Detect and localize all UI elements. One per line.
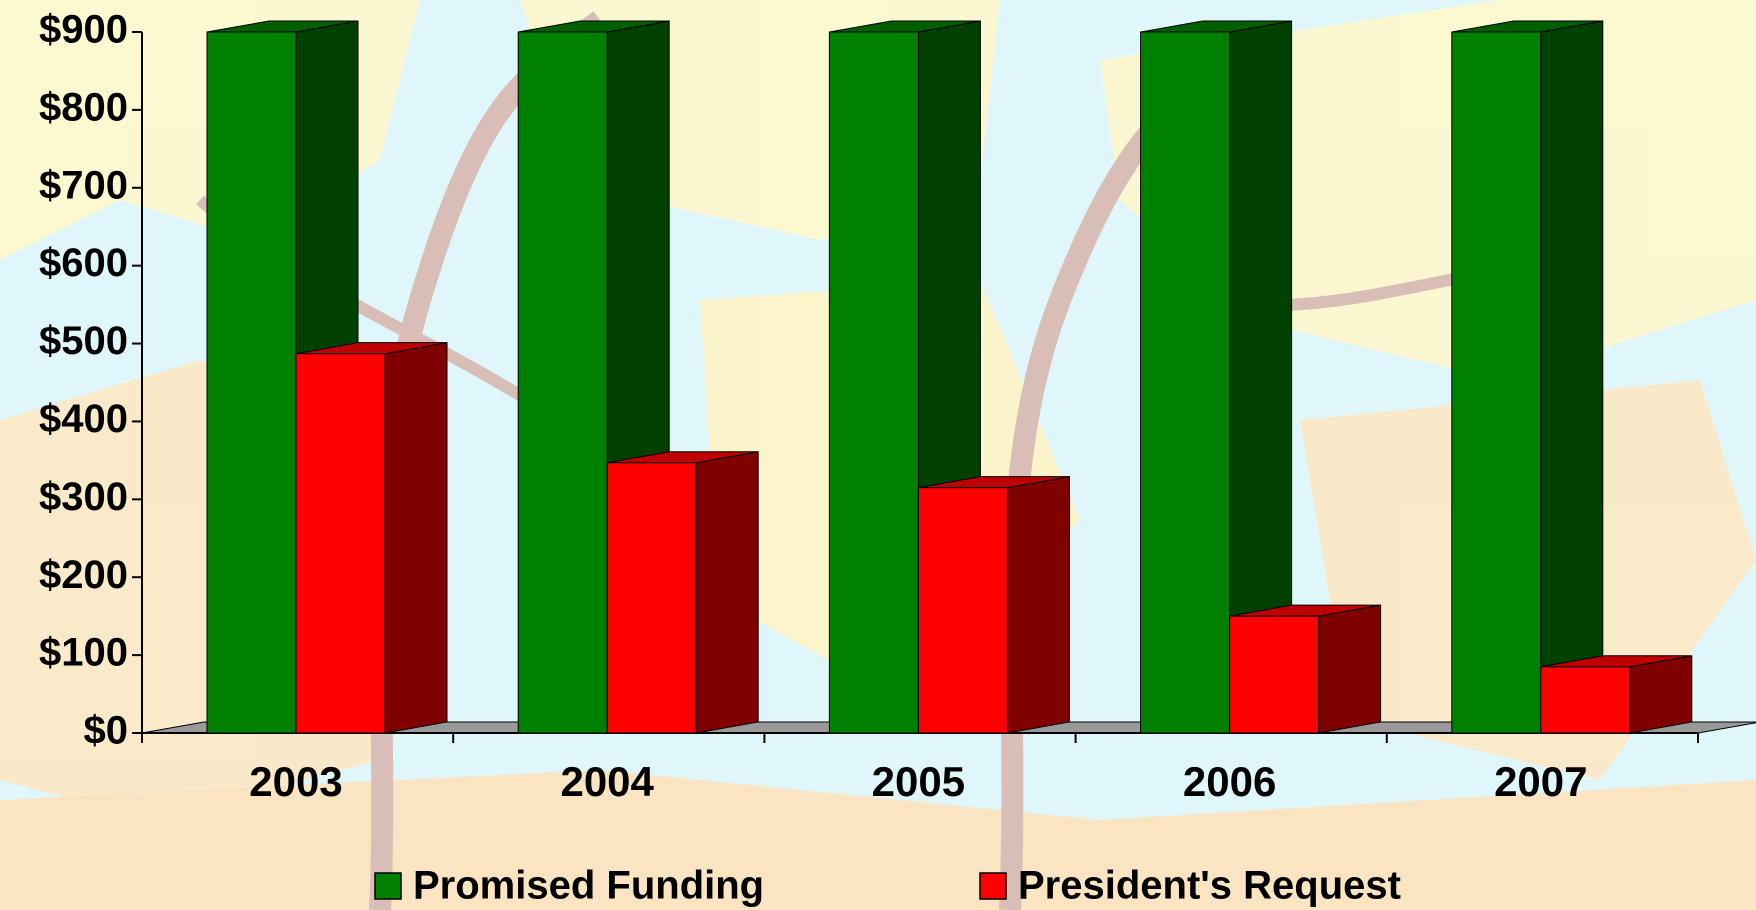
bar-side bbox=[696, 452, 758, 733]
y-tick-label: $900 bbox=[39, 8, 128, 52]
bar bbox=[829, 32, 918, 733]
bar bbox=[1452, 32, 1541, 733]
y-tick-label: $500 bbox=[39, 319, 128, 363]
y-tick-label: $0 bbox=[84, 709, 129, 753]
bar bbox=[207, 32, 296, 733]
bar bbox=[1541, 667, 1630, 733]
bar-side bbox=[1630, 656, 1692, 733]
y-tick-label: $300 bbox=[39, 475, 128, 519]
bar-side bbox=[1541, 21, 1603, 733]
x-tick-label: 2003 bbox=[249, 758, 342, 805]
bar-side bbox=[1007, 477, 1069, 733]
bar-side bbox=[385, 343, 447, 733]
y-tick-label: $400 bbox=[39, 397, 128, 441]
bar bbox=[918, 488, 1007, 733]
legend-swatch bbox=[375, 873, 401, 899]
page: {"chart_data": {"type": "bar3d", "catego… bbox=[0, 0, 1756, 910]
chart: $0 $100 $200 $300 $400 $500 $600 $700 $800 $900 20… bbox=[0, 0, 1756, 910]
bar bbox=[1141, 32, 1230, 733]
y-tick-label: $600 bbox=[39, 241, 128, 285]
x-tick-label: 2004 bbox=[560, 758, 654, 805]
bar bbox=[1230, 616, 1319, 733]
bar bbox=[518, 32, 607, 733]
bar bbox=[607, 463, 696, 733]
legend-swatch bbox=[980, 873, 1006, 899]
bar-side bbox=[1319, 605, 1381, 733]
x-tick-label: 2005 bbox=[872, 758, 965, 805]
bar bbox=[296, 354, 385, 733]
legend-label: Promised Funding bbox=[413, 864, 764, 908]
y-tick-label: $700 bbox=[39, 163, 128, 207]
x-tick-label: 2007 bbox=[1494, 758, 1587, 805]
y-tick-label: $100 bbox=[39, 631, 128, 675]
x-tick-label: 2006 bbox=[1183, 758, 1276, 805]
legend-label: President's Request bbox=[1018, 864, 1401, 908]
y-tick-label: $200 bbox=[39, 553, 128, 597]
y-tick-label: $800 bbox=[39, 85, 128, 129]
